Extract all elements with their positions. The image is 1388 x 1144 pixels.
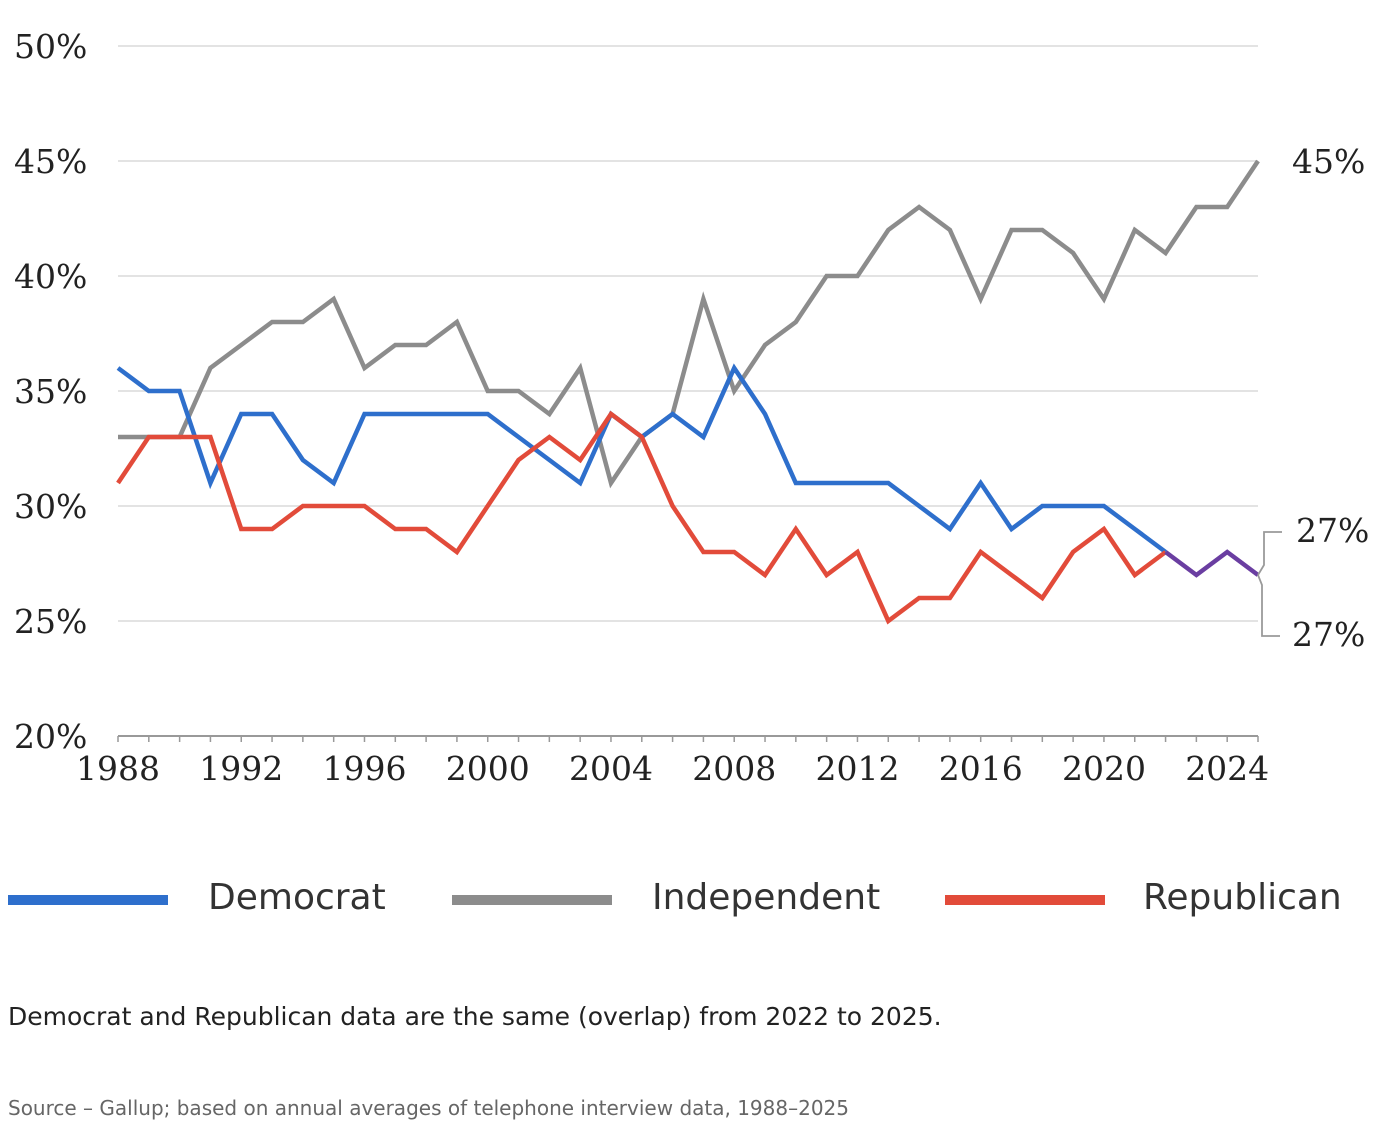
series-line-independent [118,159,1260,489]
x-tick-label: 1992 [199,749,283,788]
end-labels: 45% 27% 27% [1257,142,1369,654]
legend-label-independent: Independent [652,877,881,918]
x-tick-label: 2004 [569,749,653,788]
x-tick-label: 2016 [939,749,1023,788]
y-tick-label: 40% [14,257,87,296]
y-tick-label: 35% [14,372,87,411]
legend-label-republican: Republican [1143,877,1342,918]
x-tick-label: 2000 [446,749,530,788]
y-tick-label: 45% [14,142,87,181]
x-tick-label: 1996 [322,749,406,788]
y-axis-ticks: 20% 25% 30% 35% 40% 45% 50% [14,27,87,756]
source-note: Source – Gallup; based on annual average… [8,1096,850,1120]
series-line-overlap [1164,549,1260,578]
end-label-independent: 45% [1292,142,1365,181]
legend-label-democrat: Democrat [208,877,386,918]
x-tick-label: 1988 [76,749,160,788]
series-lines [116,159,1260,625]
y-tick-label: 25% [14,602,87,641]
x-tick-label: 2020 [1062,749,1146,788]
y-tick-label: 30% [14,487,87,526]
gridlines [118,45,1258,622]
series-line-republican [116,410,1167,625]
legend: Democrat Independent Republican [0,870,1388,930]
legend-swatch-republican [945,895,1105,905]
x-tick-label: 2008 [692,749,776,788]
overlap-note: Democrat and Republican data are the sam… [8,1002,942,1031]
y-tick-label: 50% [14,27,87,66]
x-tick-label: 2024 [1185,749,1269,788]
end-label-republican: 27% [1292,615,1365,654]
party-identification-chart: 20% 25% 30% 35% 40% 45% 50% 1988 1992 1996 2000 20… [14,27,1369,788]
y-tick-label: 20% [14,717,87,756]
end-label-connector-republican [1257,574,1280,637]
legend-swatch-independent [452,895,612,905]
end-label-connector-democrat [1257,531,1282,576]
x-tick-label: 2012 [815,749,899,788]
legend-swatch-democrat [8,895,168,905]
end-label-democrat: 27% [1296,511,1369,550]
x-axis: 1988 1992 1996 2000 2004 2008 2012 2016 2020 2024 [76,735,1269,788]
